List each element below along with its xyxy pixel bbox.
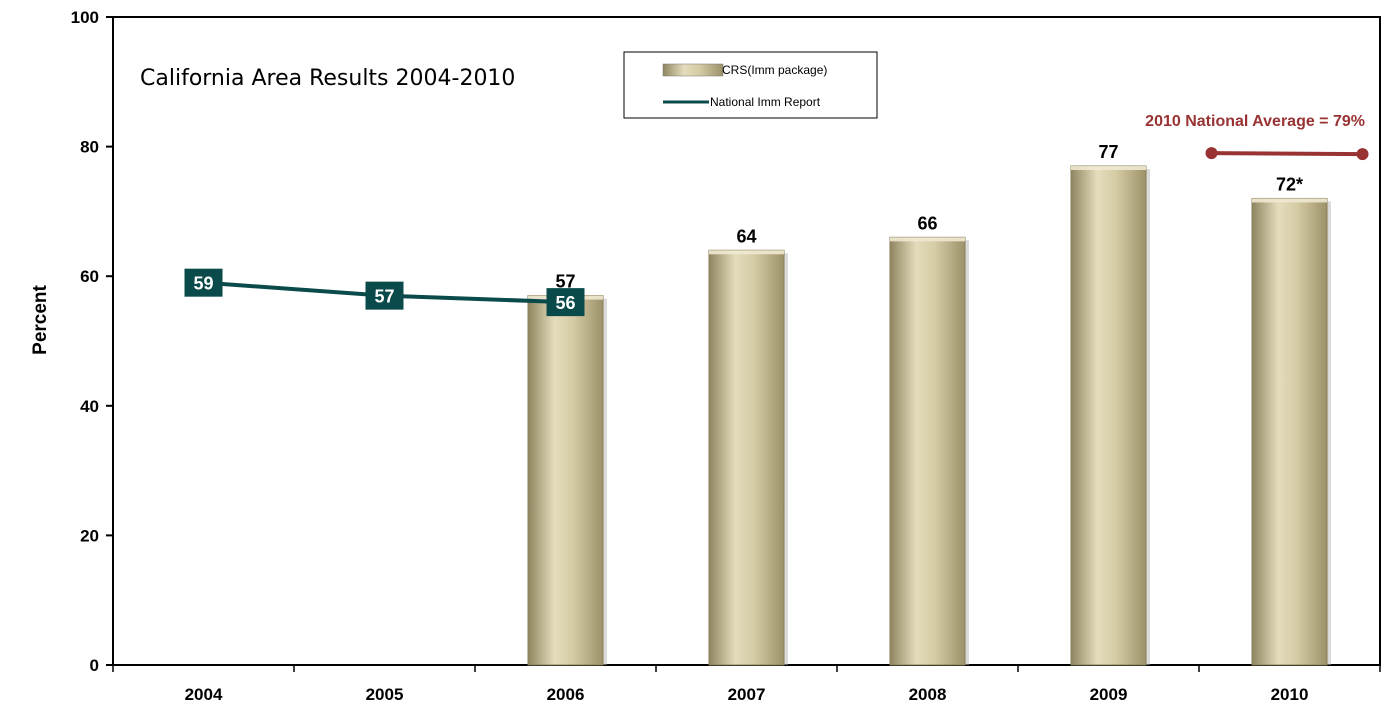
bar	[708, 249, 785, 666]
line-value-label: 56	[555, 293, 575, 313]
y-tick-label: 0	[90, 656, 99, 675]
chart-title: California Area Results 2004-2010	[140, 66, 515, 91]
bar	[1251, 197, 1328, 666]
y-axis-label: Percent	[30, 284, 51, 354]
legend-label-bar: CRS(Imm package)	[722, 63, 827, 77]
y-tick-label: 80	[80, 138, 99, 157]
y-tick-label: 60	[80, 267, 99, 286]
bar-value-label: 64	[736, 226, 756, 246]
bar	[527, 295, 604, 666]
y-tick-label: 20	[80, 526, 99, 545]
chart-marks: 0 20 40 60 80 100 2004 2005 2006 2007 2008 2009 2010…	[71, 8, 1381, 704]
x-tick-label: 2004	[185, 685, 223, 704]
bar-top	[890, 237, 965, 242]
bar-value-label: 72*	[1276, 174, 1303, 194]
x-tick-label: 2008	[909, 685, 947, 704]
bar	[1070, 165, 1147, 666]
legend: CRS(Imm package) National Imm Report	[623, 51, 878, 119]
bar-value-label: 66	[917, 213, 937, 233]
x-tick-label: 2009	[1090, 685, 1128, 704]
line-point-marker	[365, 281, 404, 310]
national-average-marker	[1205, 147, 1218, 160]
legend-label-line: National Imm Report	[710, 95, 821, 109]
line-point-marker	[546, 288, 585, 317]
national-average-label: 2010 National Average = 79%	[1145, 113, 1365, 130]
x-tick-label: 2007	[728, 685, 766, 704]
national-average-marker	[1356, 148, 1369, 161]
x-tick-label: 2005	[366, 685, 404, 704]
bar	[889, 236, 966, 666]
bar-top	[1071, 166, 1146, 171]
legend-swatch-bar	[662, 63, 724, 77]
legend-box	[623, 51, 878, 119]
line-value-label: 57	[374, 287, 394, 307]
bar-value-label: 77	[1098, 142, 1118, 162]
x-tick-label: 2010	[1271, 685, 1309, 704]
x-tick-label: 2006	[547, 685, 585, 704]
line-point-marker	[184, 268, 223, 297]
y-tick-label: 40	[80, 397, 99, 416]
y-tick-label: 100	[71, 8, 99, 27]
bar-value-label: 57	[555, 272, 575, 292]
bar-top	[709, 250, 784, 255]
line-value-label: 59	[193, 274, 213, 294]
bar-top	[1252, 198, 1327, 203]
national-average-line	[1211, 151, 1363, 157]
